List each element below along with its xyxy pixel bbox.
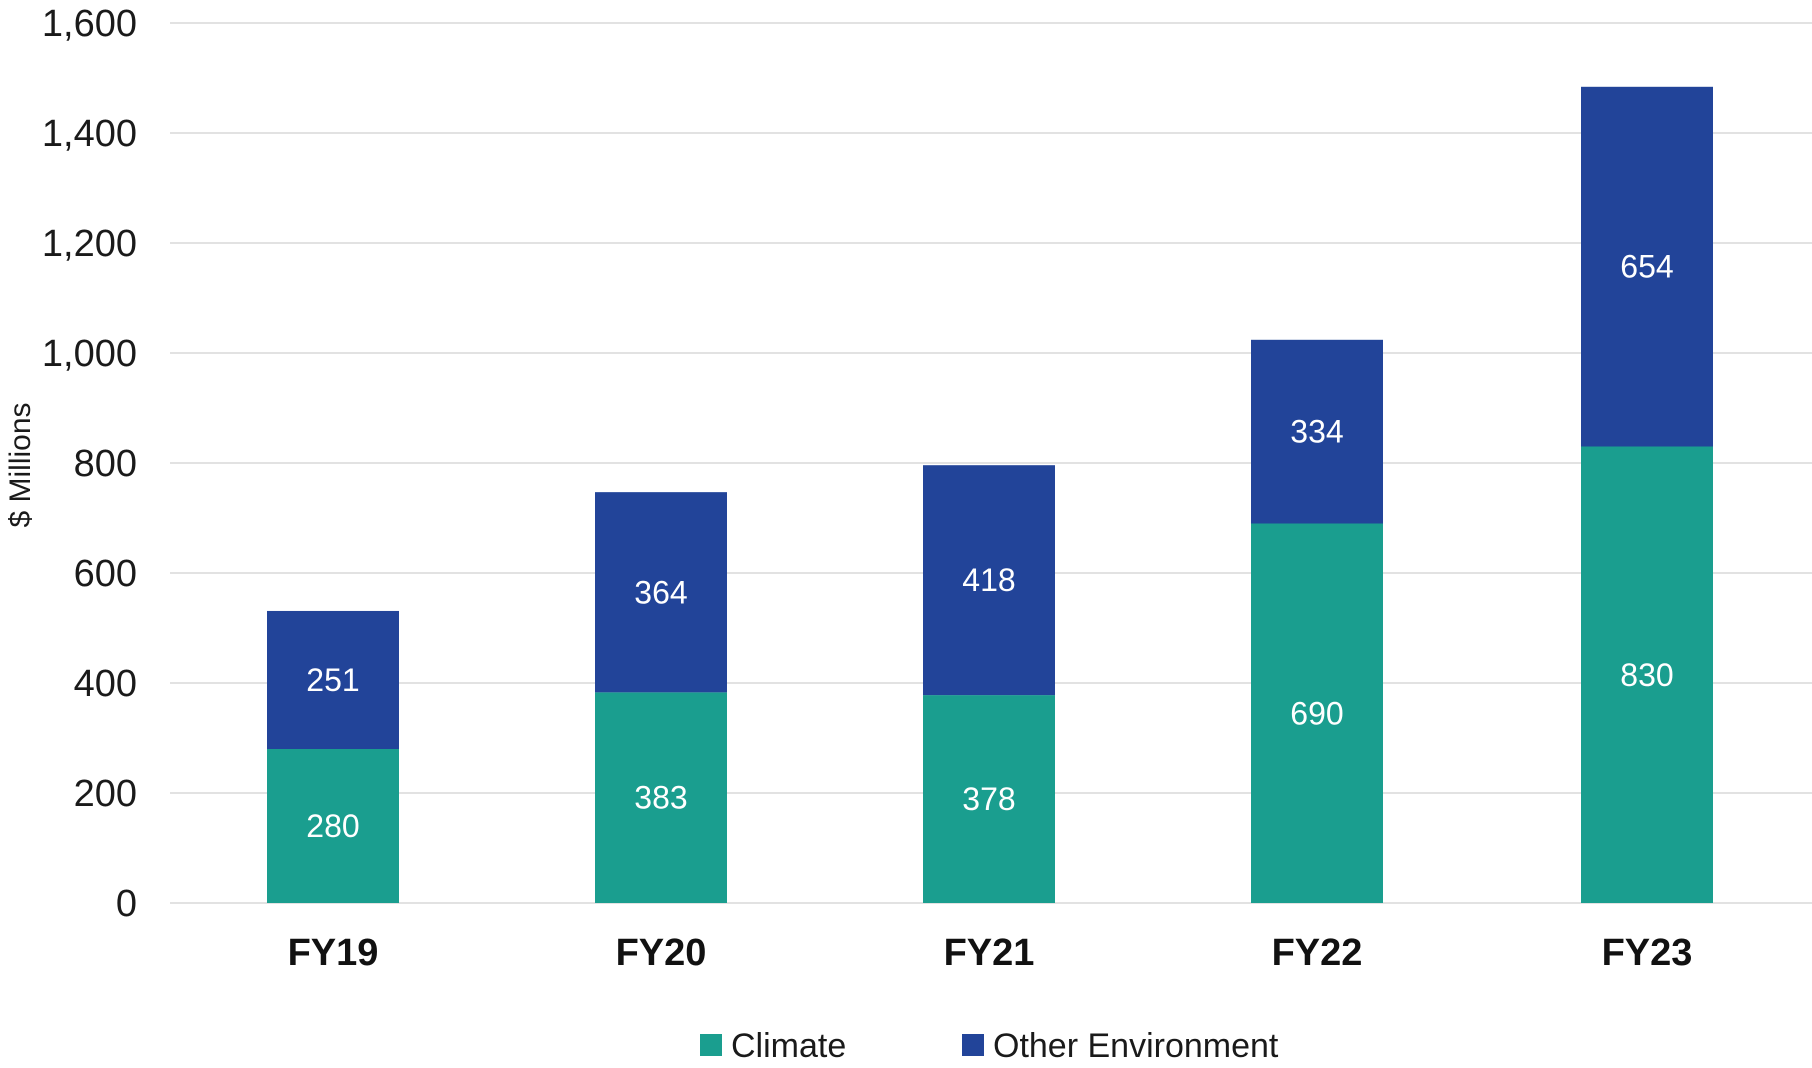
y-tick-label: 400 xyxy=(74,663,137,705)
legend-swatch xyxy=(962,1034,984,1056)
bar-climate-fy22 xyxy=(1251,523,1383,903)
bar-climate-fy23 xyxy=(1581,446,1713,903)
data-label: 654 xyxy=(1620,249,1673,285)
legend-label: Climate xyxy=(731,1027,846,1065)
y-tick-label: 1,200 xyxy=(42,223,137,265)
y-axis-ticks: 0 200 400 600 800 1,000 1,200 1,400 1,600 xyxy=(42,3,137,925)
data-label: 334 xyxy=(1290,414,1343,450)
bar-other-environment-fy23 xyxy=(1581,86,1713,447)
bars: 280 251 383 364 378 418 690 334 830 654 xyxy=(267,86,1713,903)
data-label: 418 xyxy=(962,562,1015,598)
legend-label: Other Environment xyxy=(993,1027,1279,1065)
y-tick-label: 800 xyxy=(74,443,137,485)
bar-other-environment-fy22 xyxy=(1251,339,1383,524)
gridlines xyxy=(170,22,1812,904)
bar-other-environment-fy19 xyxy=(267,610,399,749)
x-category-label: FY22 xyxy=(1272,932,1363,974)
data-label: 251 xyxy=(306,662,359,698)
y-tick-label: 1,000 xyxy=(42,333,137,375)
data-label: 383 xyxy=(634,780,687,816)
data-label: 364 xyxy=(634,574,687,610)
bar-climate-fy19 xyxy=(267,749,399,903)
x-axis-categories: FY19 FY20 FY21 FY22 FY23 xyxy=(288,932,1693,974)
legend: Climate Other Environment xyxy=(700,1027,1279,1065)
data-label: 690 xyxy=(1290,695,1343,731)
bar-climate-fy21 xyxy=(923,695,1055,903)
legend-swatch xyxy=(700,1034,722,1056)
x-category-label: FY21 xyxy=(944,932,1035,974)
x-category-label: FY20 xyxy=(616,932,707,974)
y-tick-label: 0 xyxy=(116,883,137,925)
y-tick-label: 1,600 xyxy=(42,3,137,45)
y-tick-label: 200 xyxy=(74,773,137,815)
data-label: 830 xyxy=(1620,657,1673,693)
bar-climate-fy20 xyxy=(595,692,727,903)
bar-other-environment-fy21 xyxy=(923,465,1055,696)
y-tick-label: 600 xyxy=(74,553,137,595)
data-label: 378 xyxy=(962,781,1015,817)
x-category-label: FY19 xyxy=(288,932,379,974)
y-axis-title: $ Millions xyxy=(4,402,37,527)
x-category-label: FY23 xyxy=(1602,932,1693,974)
y-tick-label: 1,400 xyxy=(42,113,137,155)
bar-other-environment-fy20 xyxy=(595,492,727,693)
data-label: 280 xyxy=(306,808,359,844)
